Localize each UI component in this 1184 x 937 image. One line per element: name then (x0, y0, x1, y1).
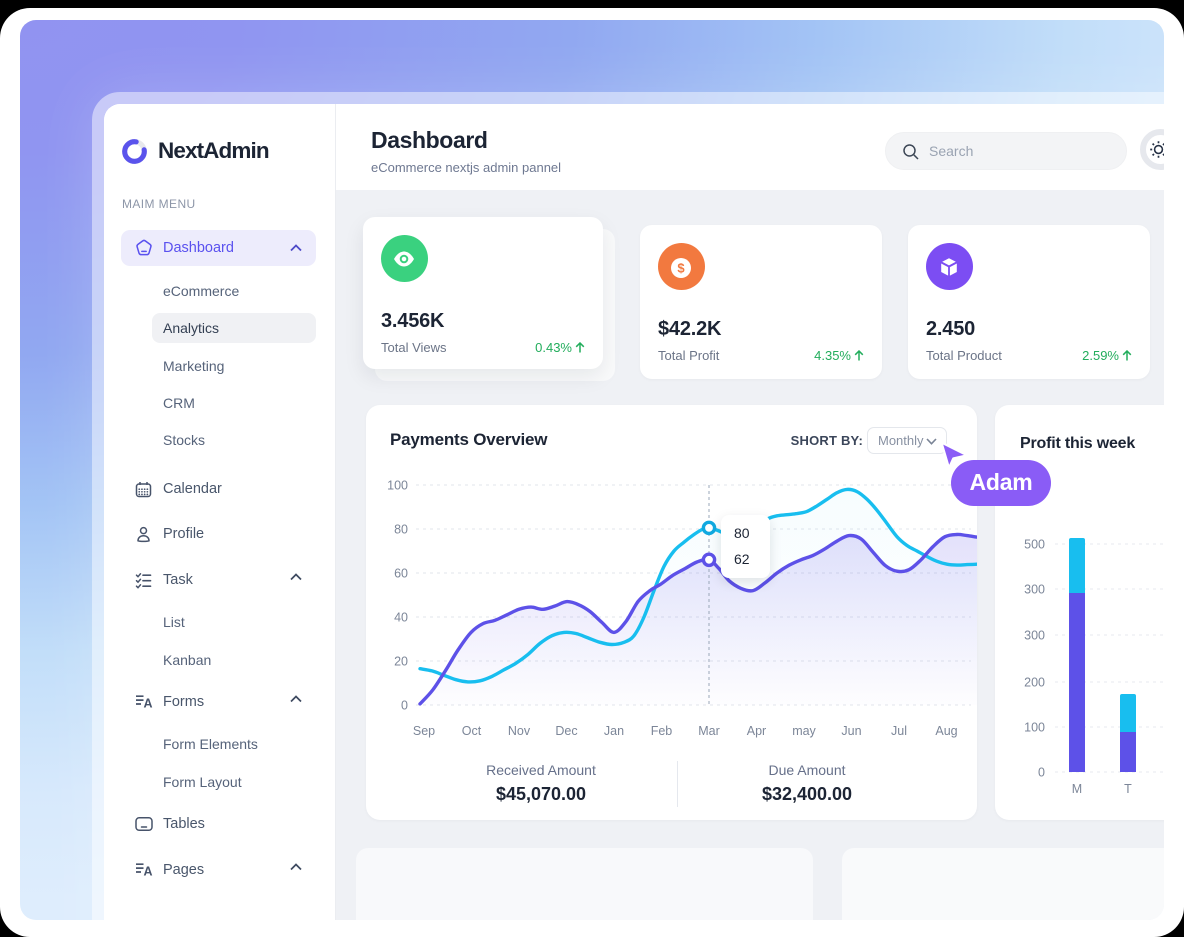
svg-text:M: M (1072, 782, 1082, 796)
svg-text:Dec: Dec (555, 724, 577, 738)
svg-text:T: T (1124, 782, 1132, 796)
svg-text:100: 100 (1024, 721, 1045, 735)
svg-text:Jul: Jul (891, 724, 907, 738)
svg-text:Feb: Feb (651, 724, 673, 738)
svg-text:0: 0 (1038, 766, 1045, 780)
svg-text:$: $ (677, 261, 685, 276)
svg-text:200: 200 (1024, 676, 1045, 690)
svg-text:Oct: Oct (462, 724, 482, 738)
svg-text:Sep: Sep (413, 724, 435, 738)
svg-text:A: A (144, 697, 153, 711)
svg-text:Nov: Nov (508, 724, 531, 738)
svg-text:0: 0 (401, 699, 408, 713)
svg-text:Aug: Aug (935, 724, 957, 738)
svg-text:80: 80 (394, 523, 408, 537)
svg-text:300: 300 (1024, 583, 1045, 597)
svg-text:Jan: Jan (604, 724, 624, 738)
svg-text:A: A (144, 865, 153, 879)
svg-text:Mar: Mar (698, 724, 720, 738)
svg-text:100: 100 (387, 479, 408, 493)
svg-text:300: 300 (1024, 629, 1045, 643)
svg-text:20: 20 (394, 655, 408, 669)
svg-text:Apr: Apr (747, 724, 766, 738)
svg-text:500: 500 (1024, 538, 1045, 552)
svg-text:Jun: Jun (841, 724, 861, 738)
svg-text:40: 40 (394, 611, 408, 625)
svg-text:60: 60 (394, 567, 408, 581)
svg-text:may: may (792, 724, 816, 738)
